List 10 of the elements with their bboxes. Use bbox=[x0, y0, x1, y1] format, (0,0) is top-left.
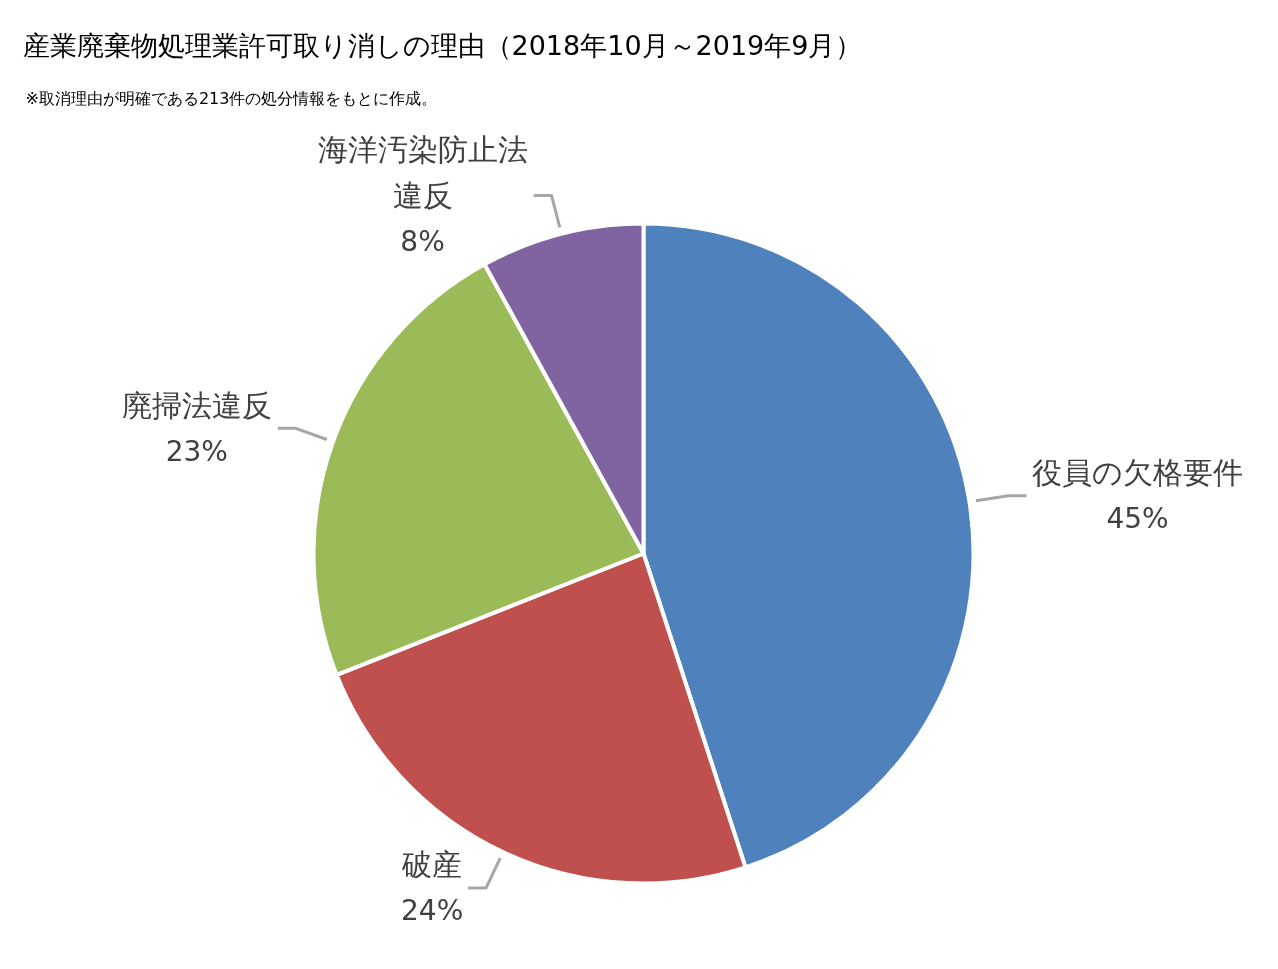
data-label: 8% bbox=[400, 225, 445, 259]
slice-label: 廃掃法違反 bbox=[121, 387, 272, 423]
chart-title: 産業廃棄物処理業許可取り消しの理由（2018年10月～2019年9月） bbox=[22, 30, 863, 61]
data-label: 24% bbox=[401, 894, 464, 928]
slice-label: 役員の欠格要件 bbox=[1032, 455, 1244, 491]
chart-subtitle: ※取消理由が明確である213件の処分情報をもとに作成。 bbox=[25, 89, 438, 108]
data-label: 23% bbox=[165, 434, 228, 468]
slice-label: 海洋汚染防止法違反 bbox=[317, 132, 528, 214]
slice-label: 破産 bbox=[401, 847, 463, 883]
data-label: 45% bbox=[1106, 502, 1169, 536]
